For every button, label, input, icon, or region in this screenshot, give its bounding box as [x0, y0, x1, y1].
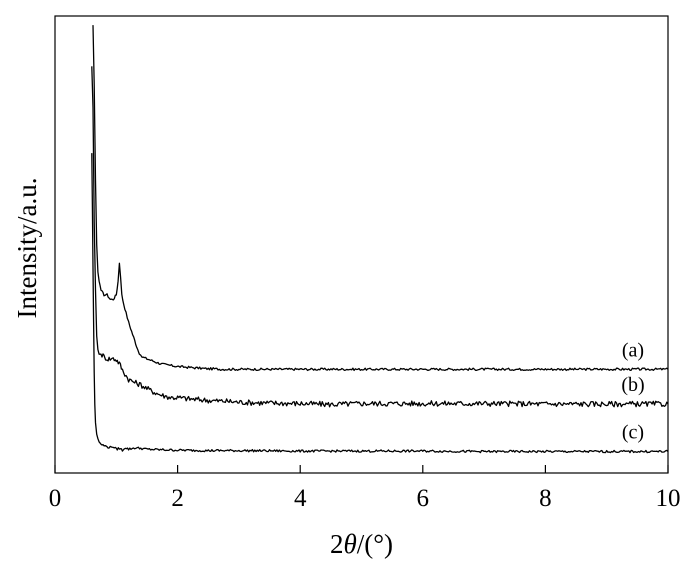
x-tick-label: 4 [294, 485, 307, 512]
x-tick-label: 10 [656, 485, 681, 512]
series-label-b: (b) [621, 374, 644, 396]
plot-frame [54, 15, 669, 474]
x-tick-label: 6 [417, 485, 430, 512]
series-lines [91, 25, 669, 454]
series-line-a [92, 25, 669, 372]
x-tick-label: 0 [49, 485, 62, 512]
series-label-a: (a) [622, 339, 644, 361]
series-labels: (a) (b) (c) [621, 339, 644, 443]
x-axis-title-suffix: /(°) [357, 529, 393, 559]
y-axis-title: Intensity/a.u. [12, 178, 42, 319]
x-ticks [54, 465, 669, 473]
x-axis-title-symbol: θ [343, 529, 356, 559]
series-line-b [91, 66, 669, 408]
series-line-c [91, 153, 669, 454]
x-tick-label: 8 [539, 485, 552, 512]
x-axis-title: 2θ/(°) [330, 529, 393, 559]
x-tick-labels: 0 2 4 6 8 10 [49, 485, 681, 512]
x-tick-label: 2 [171, 485, 184, 512]
series-label-c: (c) [622, 422, 644, 444]
x-axis-title-prefix: 2 [330, 529, 344, 559]
